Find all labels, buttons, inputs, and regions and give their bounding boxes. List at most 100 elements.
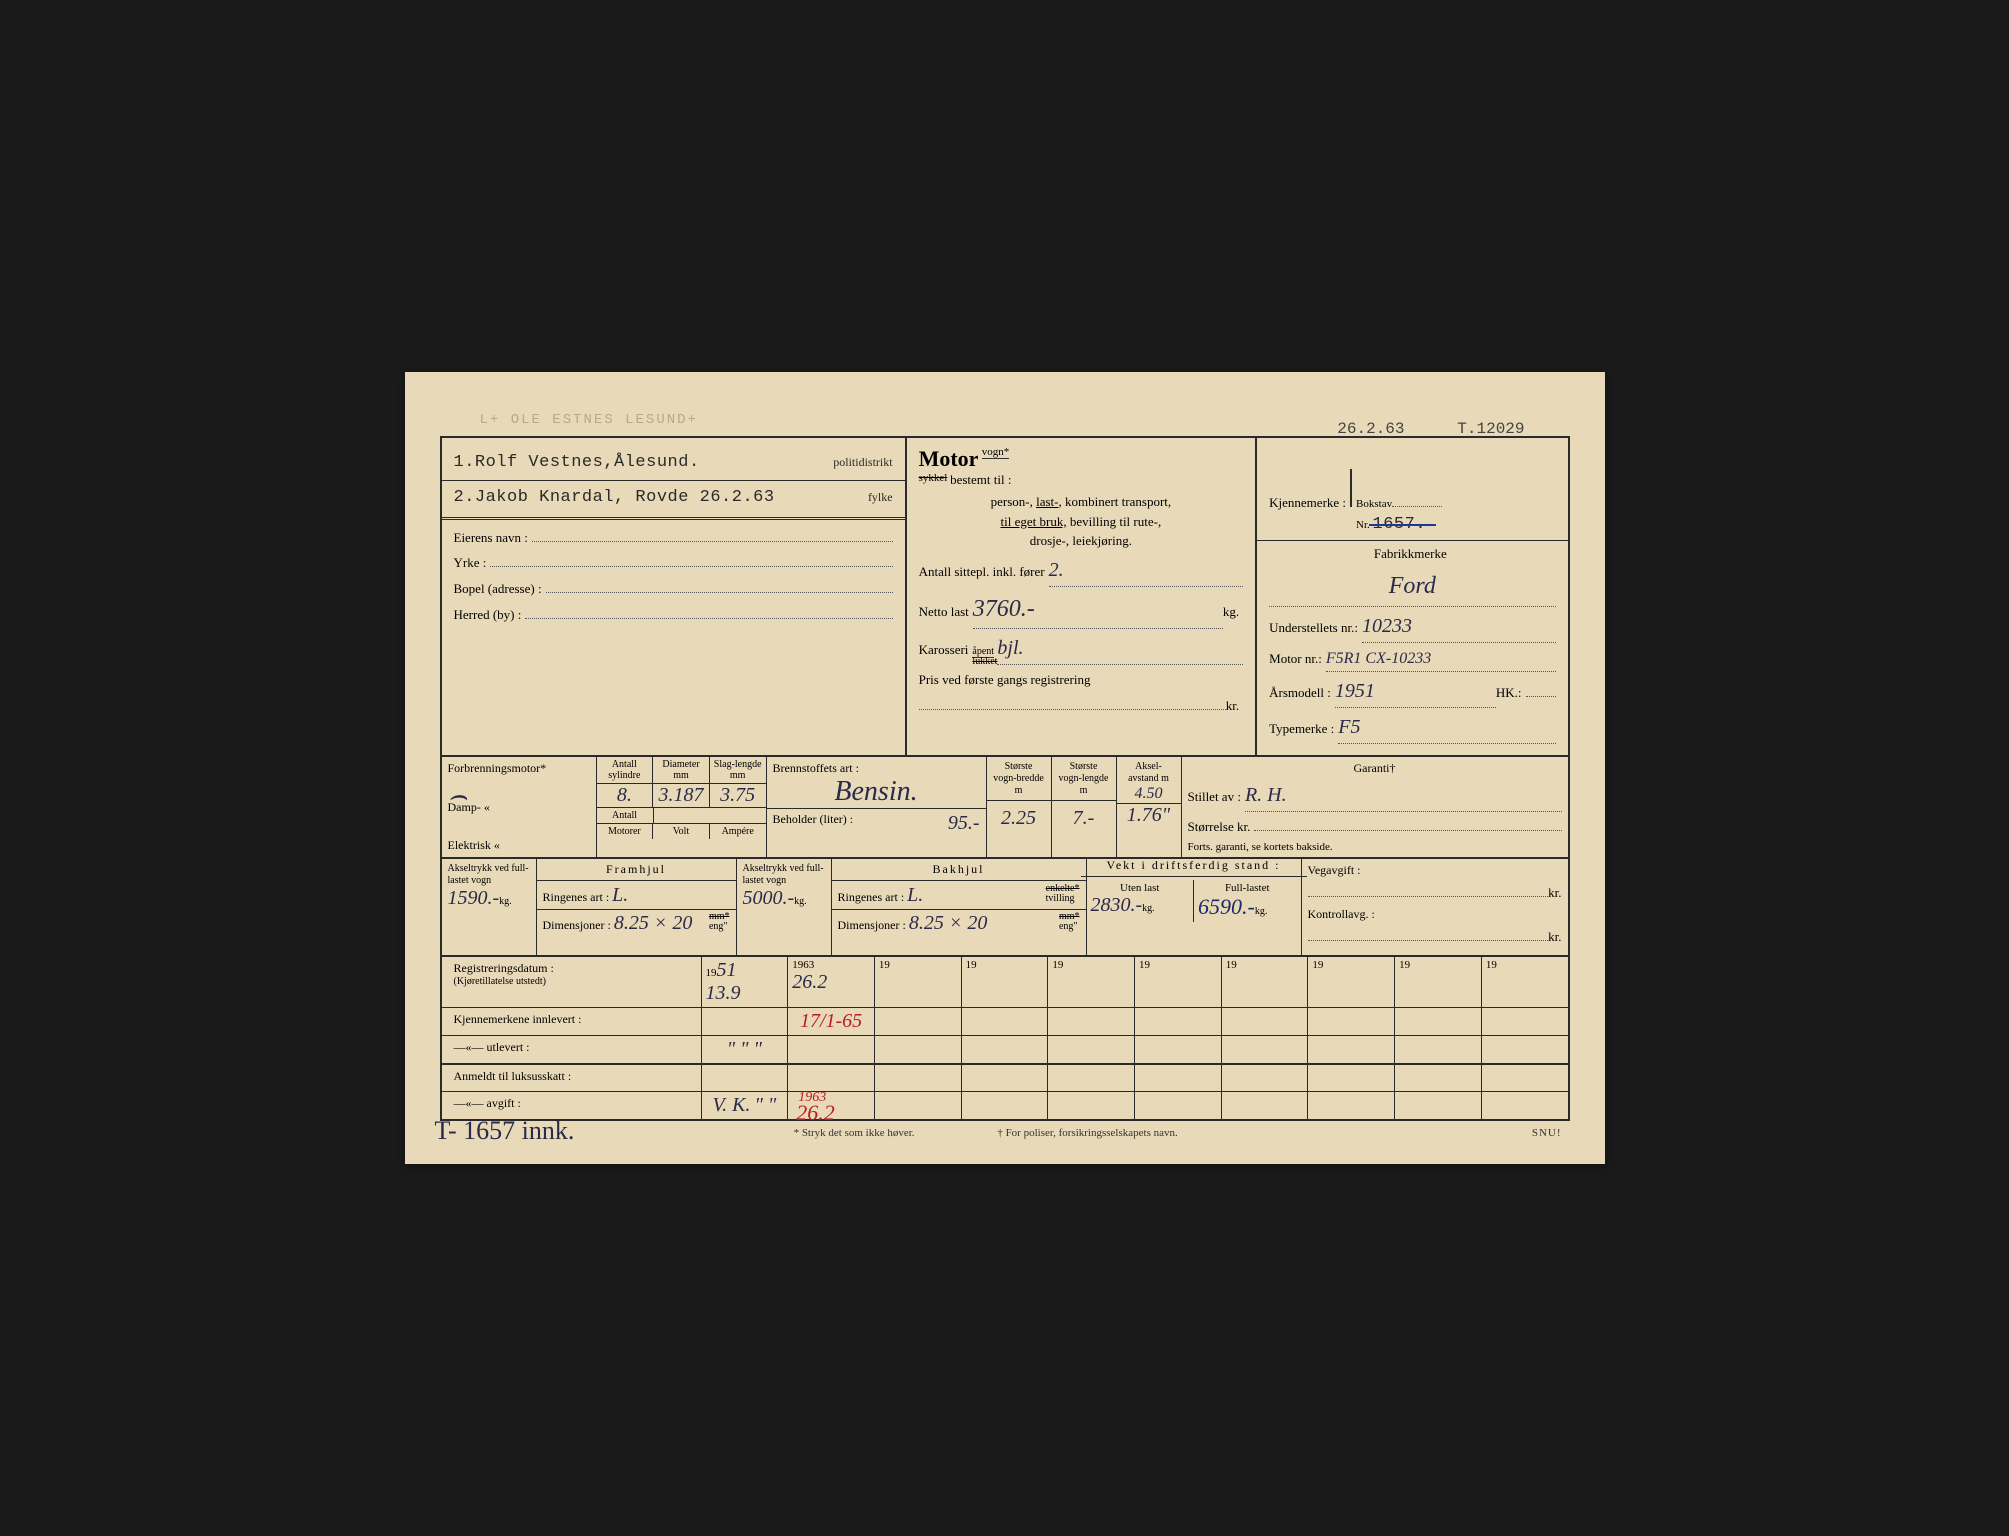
garanti-label: Garanti† (1188, 761, 1562, 776)
faded-header-text: L+ OLE ESTNES LESUND+ (480, 412, 1570, 428)
rear-ring-value: L. (907, 884, 923, 906)
registration-card: L+ OLE ESTNES LESUND+ 26.2.63 T.12029 1.… (405, 372, 1605, 1163)
form-frame: 1. Rolf Vestnes,Ålesund. politidistrikt … (440, 436, 1570, 1120)
elektrisk-label: Elektrisk « (448, 838, 590, 853)
bredde-label: Største vogn-bredde m (993, 761, 1045, 797)
district-line1: Rolf Vestnes,Ålesund. (475, 449, 833, 476)
address-label: Bopel (adresse) : (454, 579, 542, 600)
kjennemerke-label: Kjennemerke : (1269, 493, 1346, 514)
innlevert-label: Kjennemerkene innlevert : (442, 1008, 702, 1035)
vehicle-id-section: Kjennemerke : Bokstav Nr. 1657. Fabrikkm… (1257, 438, 1567, 755)
forbrennings-label: Forbrenningsmotor* (448, 761, 590, 776)
aarsmodell-label: Årsmodell : (1269, 683, 1331, 704)
avgift-vk: V. K. (712, 1094, 750, 1116)
typemerke-label: Typemerke : (1269, 719, 1334, 740)
owner-section: 1. Rolf Vestnes,Ålesund. politidistrikt … (442, 438, 907, 755)
stillet-label: Stillet av : (1188, 787, 1241, 808)
aksel-value2: 1.76" (1117, 803, 1181, 827)
volt-label: Volt (653, 824, 710, 839)
district-line2: Jakob Knardal, Rovde 26.2.63 (475, 484, 868, 511)
fabrikk-label: Fabrikkmerke (1374, 544, 1447, 565)
karosseri-value: bjl. (997, 632, 1243, 665)
datum-label: Registreringsdatum : (454, 961, 689, 976)
motor-section: Motor vogn* sykkel bestemt til : person-… (907, 438, 1258, 755)
netto-label: Netto last (919, 602, 969, 623)
fylke-label: fylke (868, 488, 893, 507)
sylindre-label: Antall sylindre (597, 757, 654, 783)
rear-aksel-value: 5000.- (743, 887, 795, 909)
framhjul-header: Framhjul (537, 859, 736, 881)
motornr-label: Motor nr.: (1269, 649, 1322, 670)
rear-dim-label: Dimensjoner : (838, 918, 906, 932)
wheels-band: Akseltrykk ved full-lastet vogn 1590.-kg… (442, 859, 1568, 957)
motor-line1: person-, last-, kombinert transport, (919, 492, 1244, 512)
understell-label: Understellets nr.: (1269, 618, 1358, 639)
motor-line3: drosje-, leiekjøring. (919, 531, 1244, 551)
front-aksel-label: Akseltrykk ved full-lastet vogn (448, 863, 530, 887)
footnote-stryk: * Stryk det som ikke høver. (794, 1127, 915, 1139)
damp-label: Damp- « (448, 800, 590, 815)
registration-section: Registreringsdatum : (Kjøretillatelse ut… (442, 957, 1568, 1065)
aksel-label: Aksel-avstand m (1123, 761, 1175, 785)
district-line1-prefix: 1. (454, 449, 475, 476)
uten-value: 2830.- (1091, 894, 1143, 916)
motor-title: Motor (919, 446, 979, 471)
bredde-value: 2.25 (987, 800, 1051, 830)
front-dim-label: Dimensjoner : (543, 918, 611, 932)
typemerke-value: F5 (1338, 711, 1555, 744)
footnote-poliser: † For poliser, forsikringsselskapets nav… (997, 1127, 1177, 1139)
front-dim-value: 8.25 × 20 (614, 912, 693, 934)
forts-label: Forts. garanti, se kortets bakside. (1188, 841, 1562, 853)
bokstav-label: Bokstav (1356, 498, 1392, 510)
slag-label: Slag-lengde mm (710, 757, 766, 783)
avgift-hw: 26.2 (796, 1100, 835, 1126)
motorer-label: Motorer (597, 824, 654, 839)
bestemt-label: bestemt til : (950, 472, 1011, 487)
reg-1963: 26.2 (792, 971, 827, 993)
rear-dim-value: 8.25 × 20 (909, 912, 988, 934)
utlevert-1951: " " " (702, 1036, 789, 1063)
engine-band: Forbrenningsmotor* ⌢ Damp- « Elektrisk «… (442, 755, 1568, 859)
utlevert-label: —«— utlevert : (442, 1036, 702, 1063)
lengde-value: 7.- (1052, 800, 1116, 830)
front-ring-label: Ringenes art : (543, 890, 610, 904)
header-row: 1. Rolf Vestnes,Ålesund. politidistrikt … (442, 438, 1568, 755)
occupation-label: Yrke : (454, 553, 487, 574)
rear-ring-label: Ringenes art : (838, 890, 905, 904)
owner-name-label: Eierens navn : (454, 528, 528, 549)
pris-label: Pris ved første gangs registrering (919, 670, 1091, 691)
beholder-label: Beholder (liter) : (773, 812, 854, 826)
karosseri-label: Karosseri (919, 640, 969, 661)
beholder-value: 95.- (948, 812, 980, 835)
motornr-value: F5R1 CX-10233 (1326, 646, 1556, 673)
sykkel-label: sykkel (919, 472, 948, 484)
seats-label: Antall sittepl. inkl. fører (919, 562, 1045, 583)
storrelse-label: Størrelse kr. (1188, 817, 1251, 838)
reg-1951: 13.9 (706, 982, 741, 1004)
full-label: Full-lastet (1198, 882, 1297, 894)
vekt-header: Vekt i driftsferdig stand : (1081, 855, 1307, 877)
stillet-value: R. H. (1245, 779, 1562, 812)
diameter-label: Diameter mm (653, 757, 710, 783)
front-ring-value: L. (612, 884, 628, 906)
ampere-label: Ampére (710, 824, 766, 839)
slag-value: 3.75 (710, 784, 766, 807)
herred-label: Herred (by) : (454, 605, 522, 626)
nr-value: 1657. (1373, 515, 1427, 534)
diameter-value: 3.187 (653, 784, 710, 807)
vogn-label: vogn* (982, 446, 1010, 459)
lengde-label: Største vogn-lengde m (1058, 761, 1110, 797)
seats-value: 2. (1049, 554, 1244, 587)
anmeldt-label: Anmeldt til luksusskatt : (442, 1065, 702, 1091)
netto-value: 3760.- (973, 590, 1223, 629)
district-line2-prefix: 2. (454, 484, 475, 511)
stamp-number: T.12029 (1457, 420, 1524, 438)
hk-label: HK.: (1496, 683, 1522, 704)
lukket-label: lukket (972, 656, 997, 667)
sylindre-value: 8. (597, 784, 654, 807)
rear-aksel-label: Akseltrykk ved full-lastet vogn (743, 863, 825, 887)
bakhjul-header: Bakhjul (832, 859, 1086, 881)
vegavgift-label: Vegavgift : (1308, 863, 1562, 878)
full-value: 6590.- (1198, 894, 1255, 919)
datum-sub: (Kjøretillatelse utstedt) (454, 976, 689, 987)
